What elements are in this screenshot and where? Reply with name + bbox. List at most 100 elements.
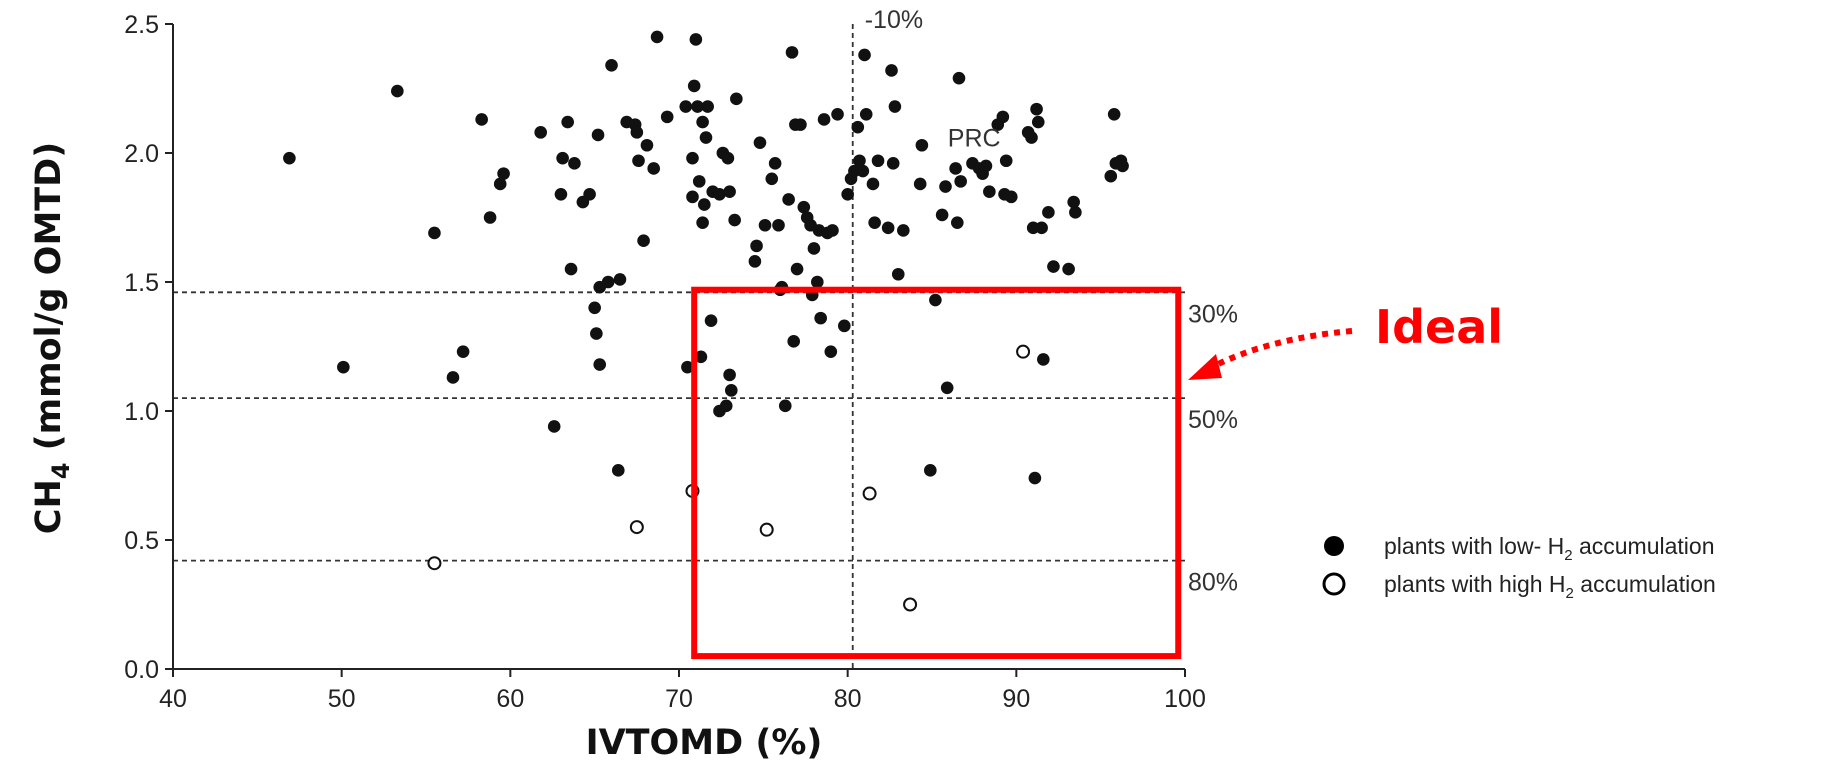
y-tick-label: 0.0 bbox=[124, 656, 159, 684]
low-h2-point bbox=[999, 154, 1013, 168]
x-tick-label: 80 bbox=[834, 685, 862, 713]
low-h2-point bbox=[692, 175, 706, 188]
low-h2-point bbox=[790, 262, 804, 276]
low-h2-point bbox=[391, 84, 404, 98]
low-h2-point bbox=[817, 113, 831, 126]
low-h2-point bbox=[983, 185, 996, 198]
ideal-arrow bbox=[1210, 328, 1353, 370]
low-h2-point bbox=[1047, 260, 1060, 273]
low-h2-point bbox=[704, 314, 718, 328]
low-h2-point bbox=[778, 399, 792, 413]
low-h2-point bbox=[696, 115, 709, 129]
low-h2-point bbox=[886, 157, 900, 170]
low-h2-point bbox=[1042, 206, 1055, 219]
y-axis-title: CH4 (mmol/g OMTD) bbox=[29, 142, 75, 534]
data-points bbox=[283, 30, 1129, 612]
low-h2-point bbox=[561, 115, 574, 129]
legend-entry: plants with high H2 accumulation bbox=[1384, 571, 1716, 602]
low-h2-point bbox=[826, 224, 839, 237]
low-h2-point bbox=[724, 384, 738, 397]
low-h2-point bbox=[768, 157, 782, 170]
low-h2-point bbox=[954, 175, 967, 188]
low-h2-point bbox=[679, 100, 693, 113]
low-h2-point bbox=[991, 118, 1005, 131]
low-h2-point bbox=[952, 71, 966, 85]
low-h2-point bbox=[1004, 190, 1018, 204]
low-h2-point bbox=[853, 154, 866, 168]
low-h2-point bbox=[1104, 169, 1118, 183]
legend-text-sub: 2 bbox=[1564, 547, 1572, 564]
low-h2-point bbox=[493, 177, 507, 191]
y-tick-label: 1.5 bbox=[124, 269, 159, 297]
high-h2-point bbox=[1016, 344, 1031, 359]
legend-marker-filled bbox=[1324, 536, 1344, 556]
low-h2-point bbox=[534, 126, 547, 139]
low-h2-point bbox=[750, 239, 763, 253]
low-h2-point bbox=[1067, 195, 1080, 209]
low-h2-point bbox=[681, 360, 694, 374]
low-h2-point bbox=[859, 108, 873, 121]
low-h2-point bbox=[601, 275, 615, 289]
low-h2-point bbox=[1025, 131, 1038, 144]
low-h2-point bbox=[723, 185, 736, 198]
low-h2-point bbox=[807, 242, 821, 255]
legend-entry: plants with low- H2 accumulation bbox=[1384, 533, 1715, 564]
low-h2-point bbox=[939, 180, 952, 193]
x-tick-label: 40 bbox=[159, 685, 187, 713]
low-h2-point bbox=[797, 200, 811, 214]
low-h2-point bbox=[949, 162, 962, 175]
low-h2-point bbox=[748, 255, 762, 268]
low-h2-point bbox=[590, 327, 603, 340]
low-h2-point bbox=[824, 345, 838, 358]
low-h2-point bbox=[935, 208, 949, 222]
low-h2-point bbox=[891, 267, 905, 281]
y-axis-title-sub: 4 bbox=[47, 463, 75, 480]
low-h2-point bbox=[888, 100, 902, 113]
low-h2-point bbox=[951, 216, 964, 229]
low-h2-point bbox=[694, 350, 708, 364]
y-axis-title-main: CH bbox=[29, 479, 69, 534]
low-h2-point bbox=[885, 64, 898, 77]
low-h2-point bbox=[637, 234, 650, 248]
low-h2-point bbox=[701, 100, 714, 113]
low-h2-point bbox=[605, 58, 618, 72]
y-tick-label: 1.0 bbox=[124, 398, 159, 426]
low-h2-point bbox=[765, 172, 779, 186]
reference-lines: -10% 30% 50% 80% bbox=[173, 6, 1238, 669]
low-h2-point bbox=[687, 79, 701, 93]
low-h2-point bbox=[691, 100, 704, 113]
annotations: PRC bbox=[948, 125, 1001, 153]
high-h2-point bbox=[759, 522, 774, 537]
low-h2-point bbox=[811, 275, 824, 289]
high-h2-point bbox=[427, 556, 442, 571]
low-h2-point bbox=[841, 187, 854, 201]
low-h2-point bbox=[689, 33, 703, 46]
low-h2-point bbox=[866, 177, 880, 191]
low-h2-point bbox=[730, 92, 743, 106]
low-h2-point bbox=[428, 226, 441, 240]
legend-text-post: accumulation bbox=[1574, 571, 1716, 597]
low-h2-point bbox=[1107, 108, 1121, 121]
low-h2-point bbox=[686, 151, 699, 165]
low-h2-point bbox=[283, 151, 296, 165]
low-h2-point bbox=[858, 48, 871, 62]
low-h2-point bbox=[723, 368, 736, 382]
low-h2-point bbox=[698, 198, 711, 211]
low-h2-point bbox=[814, 311, 827, 325]
legend-text-post: accumulation bbox=[1573, 533, 1715, 559]
low-h2-point bbox=[611, 464, 625, 477]
low-h2-point bbox=[1062, 262, 1075, 276]
horizontal-reference-label: 30% bbox=[1188, 300, 1238, 328]
low-h2-point bbox=[719, 399, 733, 413]
low-h2-point bbox=[713, 187, 726, 201]
low-h2-point bbox=[831, 108, 844, 121]
low-h2-point bbox=[483, 211, 497, 224]
x-tick-label: 60 bbox=[496, 685, 524, 713]
low-h2-point bbox=[547, 420, 561, 433]
low-h2-point bbox=[556, 151, 569, 165]
high-h2-point bbox=[629, 520, 644, 535]
low-h2-point bbox=[591, 128, 605, 142]
low-h2-point bbox=[856, 164, 870, 178]
low-h2-point bbox=[647, 162, 660, 175]
ideal-box bbox=[691, 286, 1182, 660]
